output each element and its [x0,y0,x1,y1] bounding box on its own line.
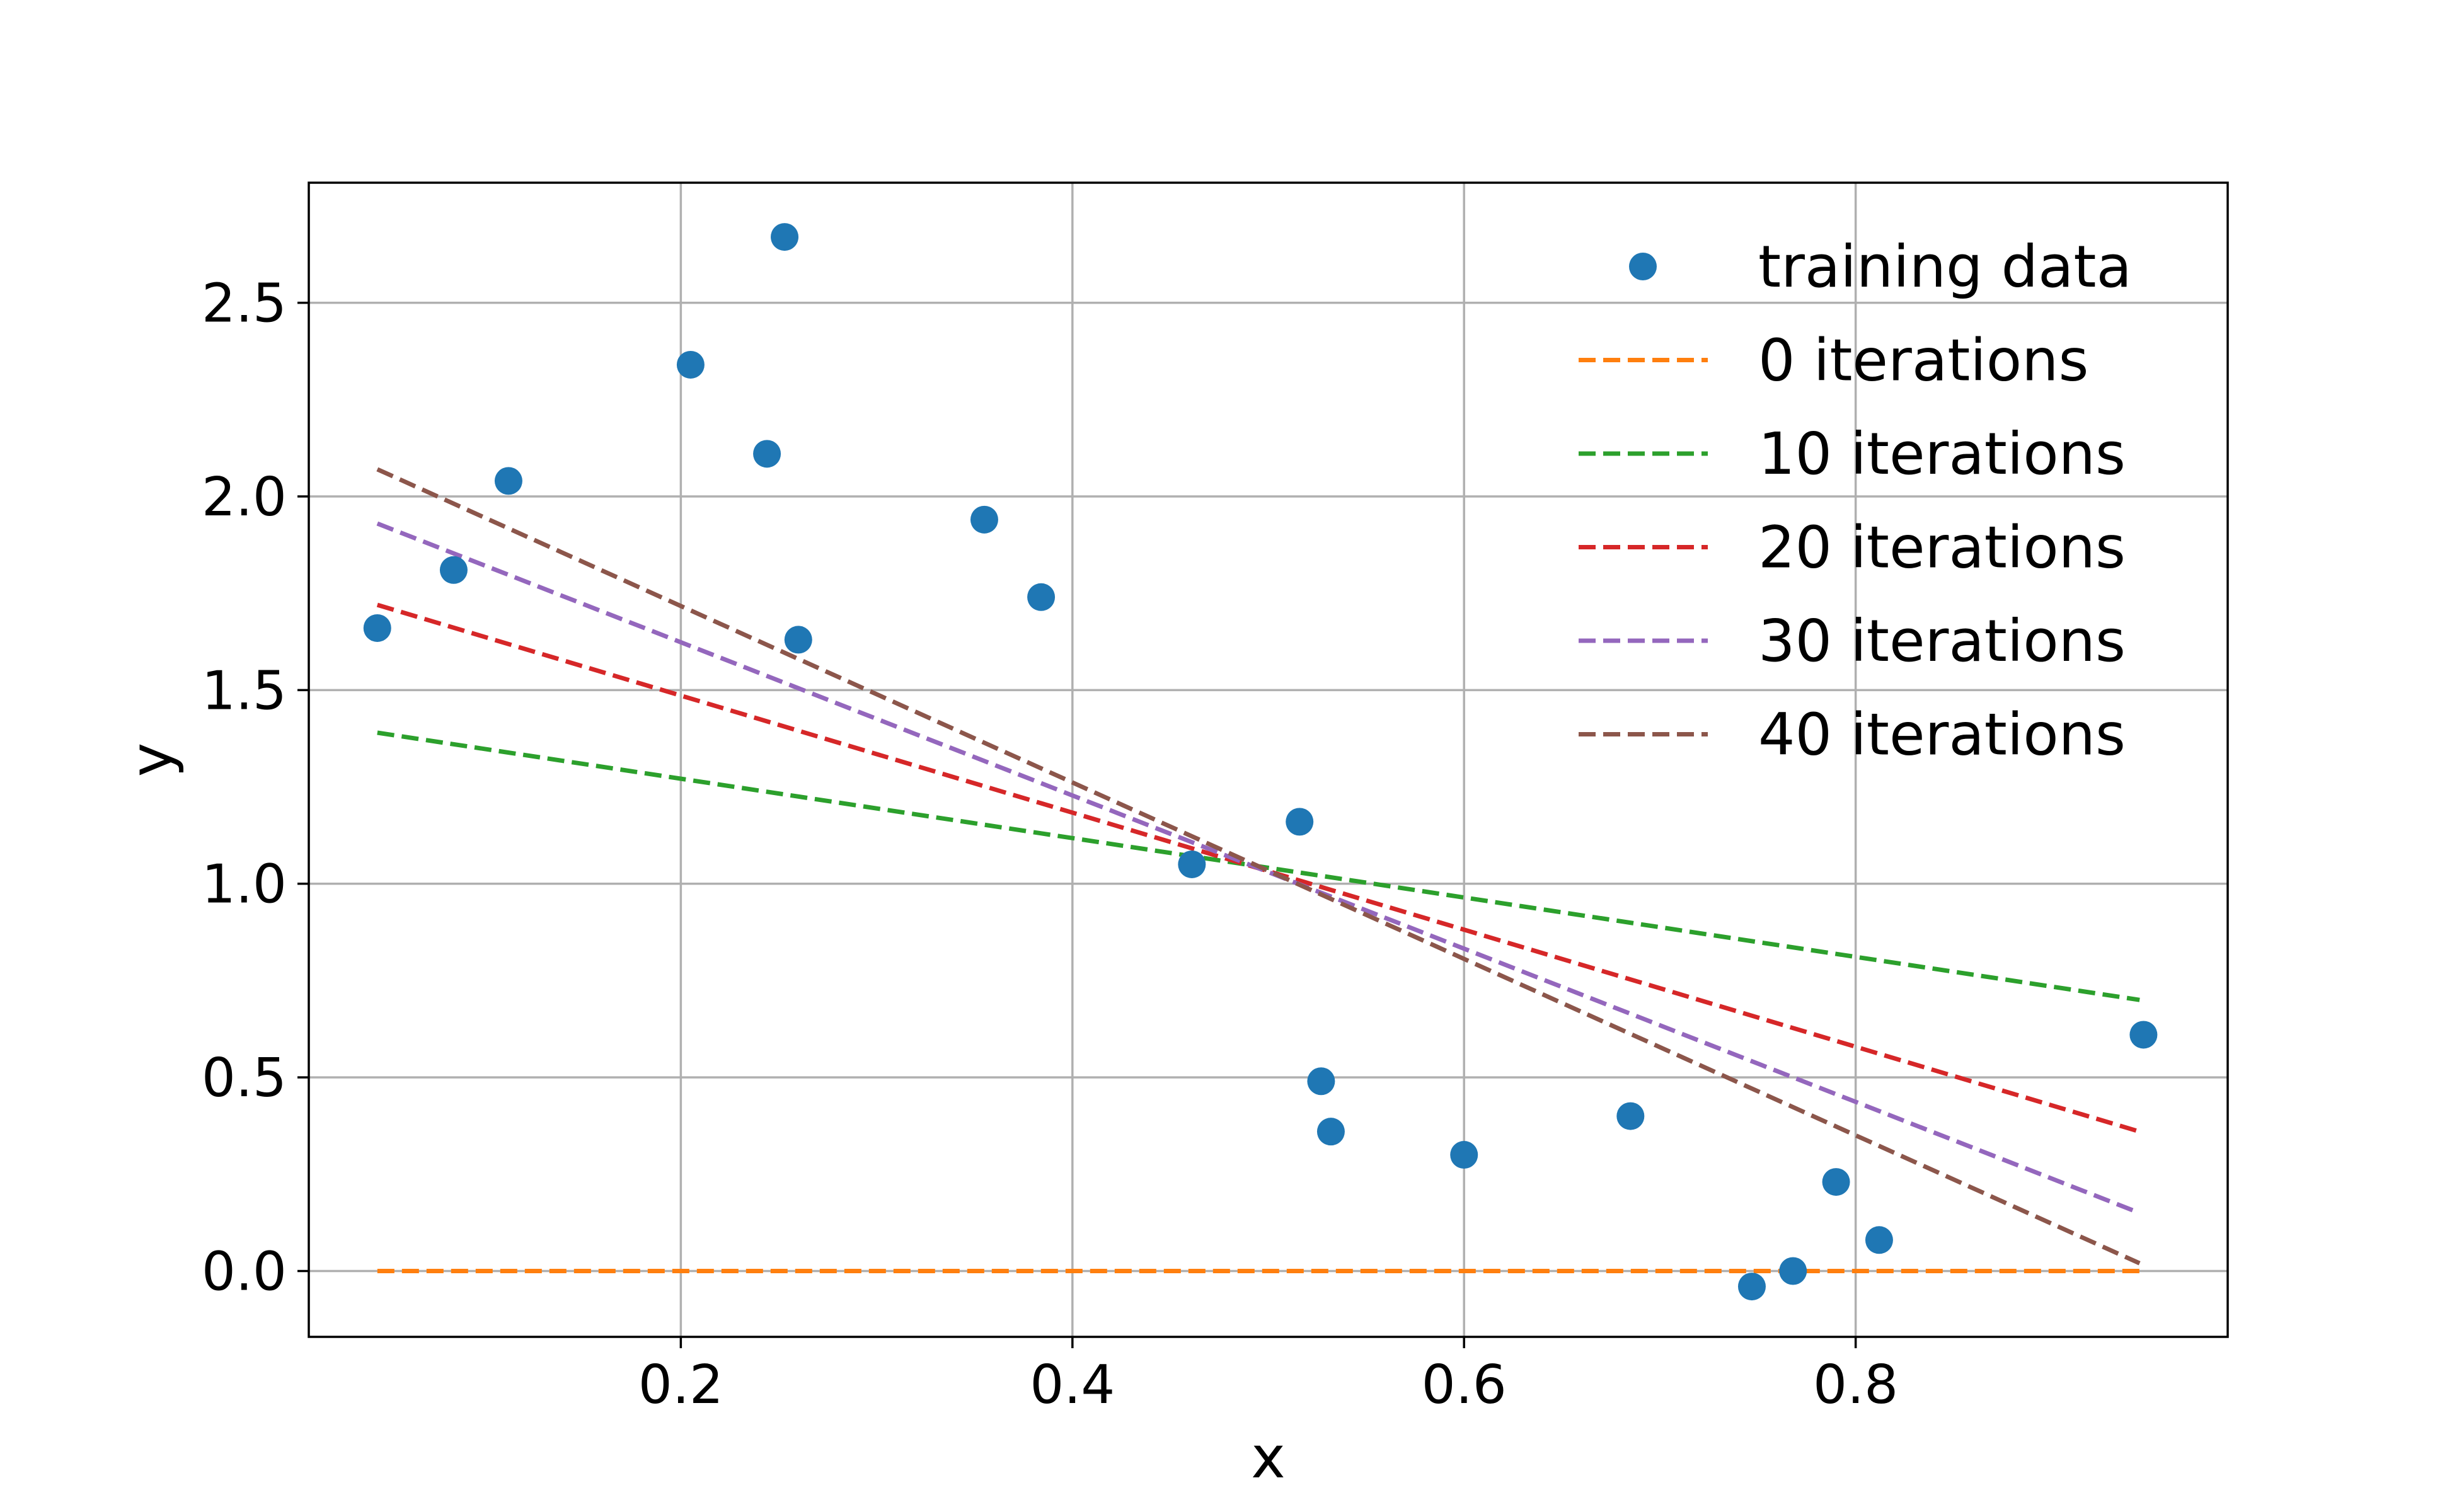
data-point [1822,1168,1850,1196]
x-tick-label: 0.4 [1030,1354,1115,1416]
grid [309,183,2228,1337]
y-tick-label: 1.0 [202,854,287,916]
series-lines [376,467,2141,1273]
data-point [494,467,522,495]
legend-label: 30 iterations [1758,607,2126,675]
data-point [1450,1141,1478,1169]
data-point [1616,1102,1645,1130]
legend-label: 10 iterations [1758,420,2126,488]
data-point [1316,1118,1345,1146]
data-point [753,440,781,468]
data-point [1178,850,1206,878]
data-point [784,626,812,654]
data-point [1737,1273,1766,1301]
legend-label: 0 iterations [1758,327,2088,394]
y-tick-label: 2.0 [202,466,287,529]
legend-label: 20 iterations [1758,514,2126,581]
x-axis-label: x [1251,1424,1285,1491]
x-tick-label: 0.8 [1813,1354,1898,1416]
data-point [1865,1226,1893,1254]
legend-label: training data [1758,233,2132,301]
ticks: 0.2 0.4 0.6 0.8 0.0 0.5 1.0 1.5 2.0 2.5 [202,273,1898,1416]
data-point [676,350,705,379]
data-point [970,505,998,534]
series-line [376,467,2141,1266]
y-tick-label: 2.5 [202,273,287,335]
data-point [363,614,391,642]
data-point [2129,1021,2158,1049]
x-tick-label: 0.6 [1422,1354,1507,1416]
y-axis-label: y [118,743,185,777]
plot-frame [308,181,2229,1338]
legend-label: 40 iterations [1758,701,2126,769]
data-point [1779,1257,1807,1285]
y-tick-label: 0.0 [202,1240,287,1303]
data-point [439,556,468,584]
x-tick-label: 0.2 [638,1354,723,1416]
data-point [771,223,799,251]
y-tick-label: 0.5 [202,1047,287,1109]
y-tick-label: 1.5 [202,660,287,722]
legend: training data 0 iterations 10 iterations 20… [1579,233,2132,769]
data-point [1307,1067,1335,1096]
legend-marker [1629,253,1657,280]
data-point [1027,583,1056,611]
scatter-points [363,223,2158,1301]
data-point [1286,808,1314,836]
